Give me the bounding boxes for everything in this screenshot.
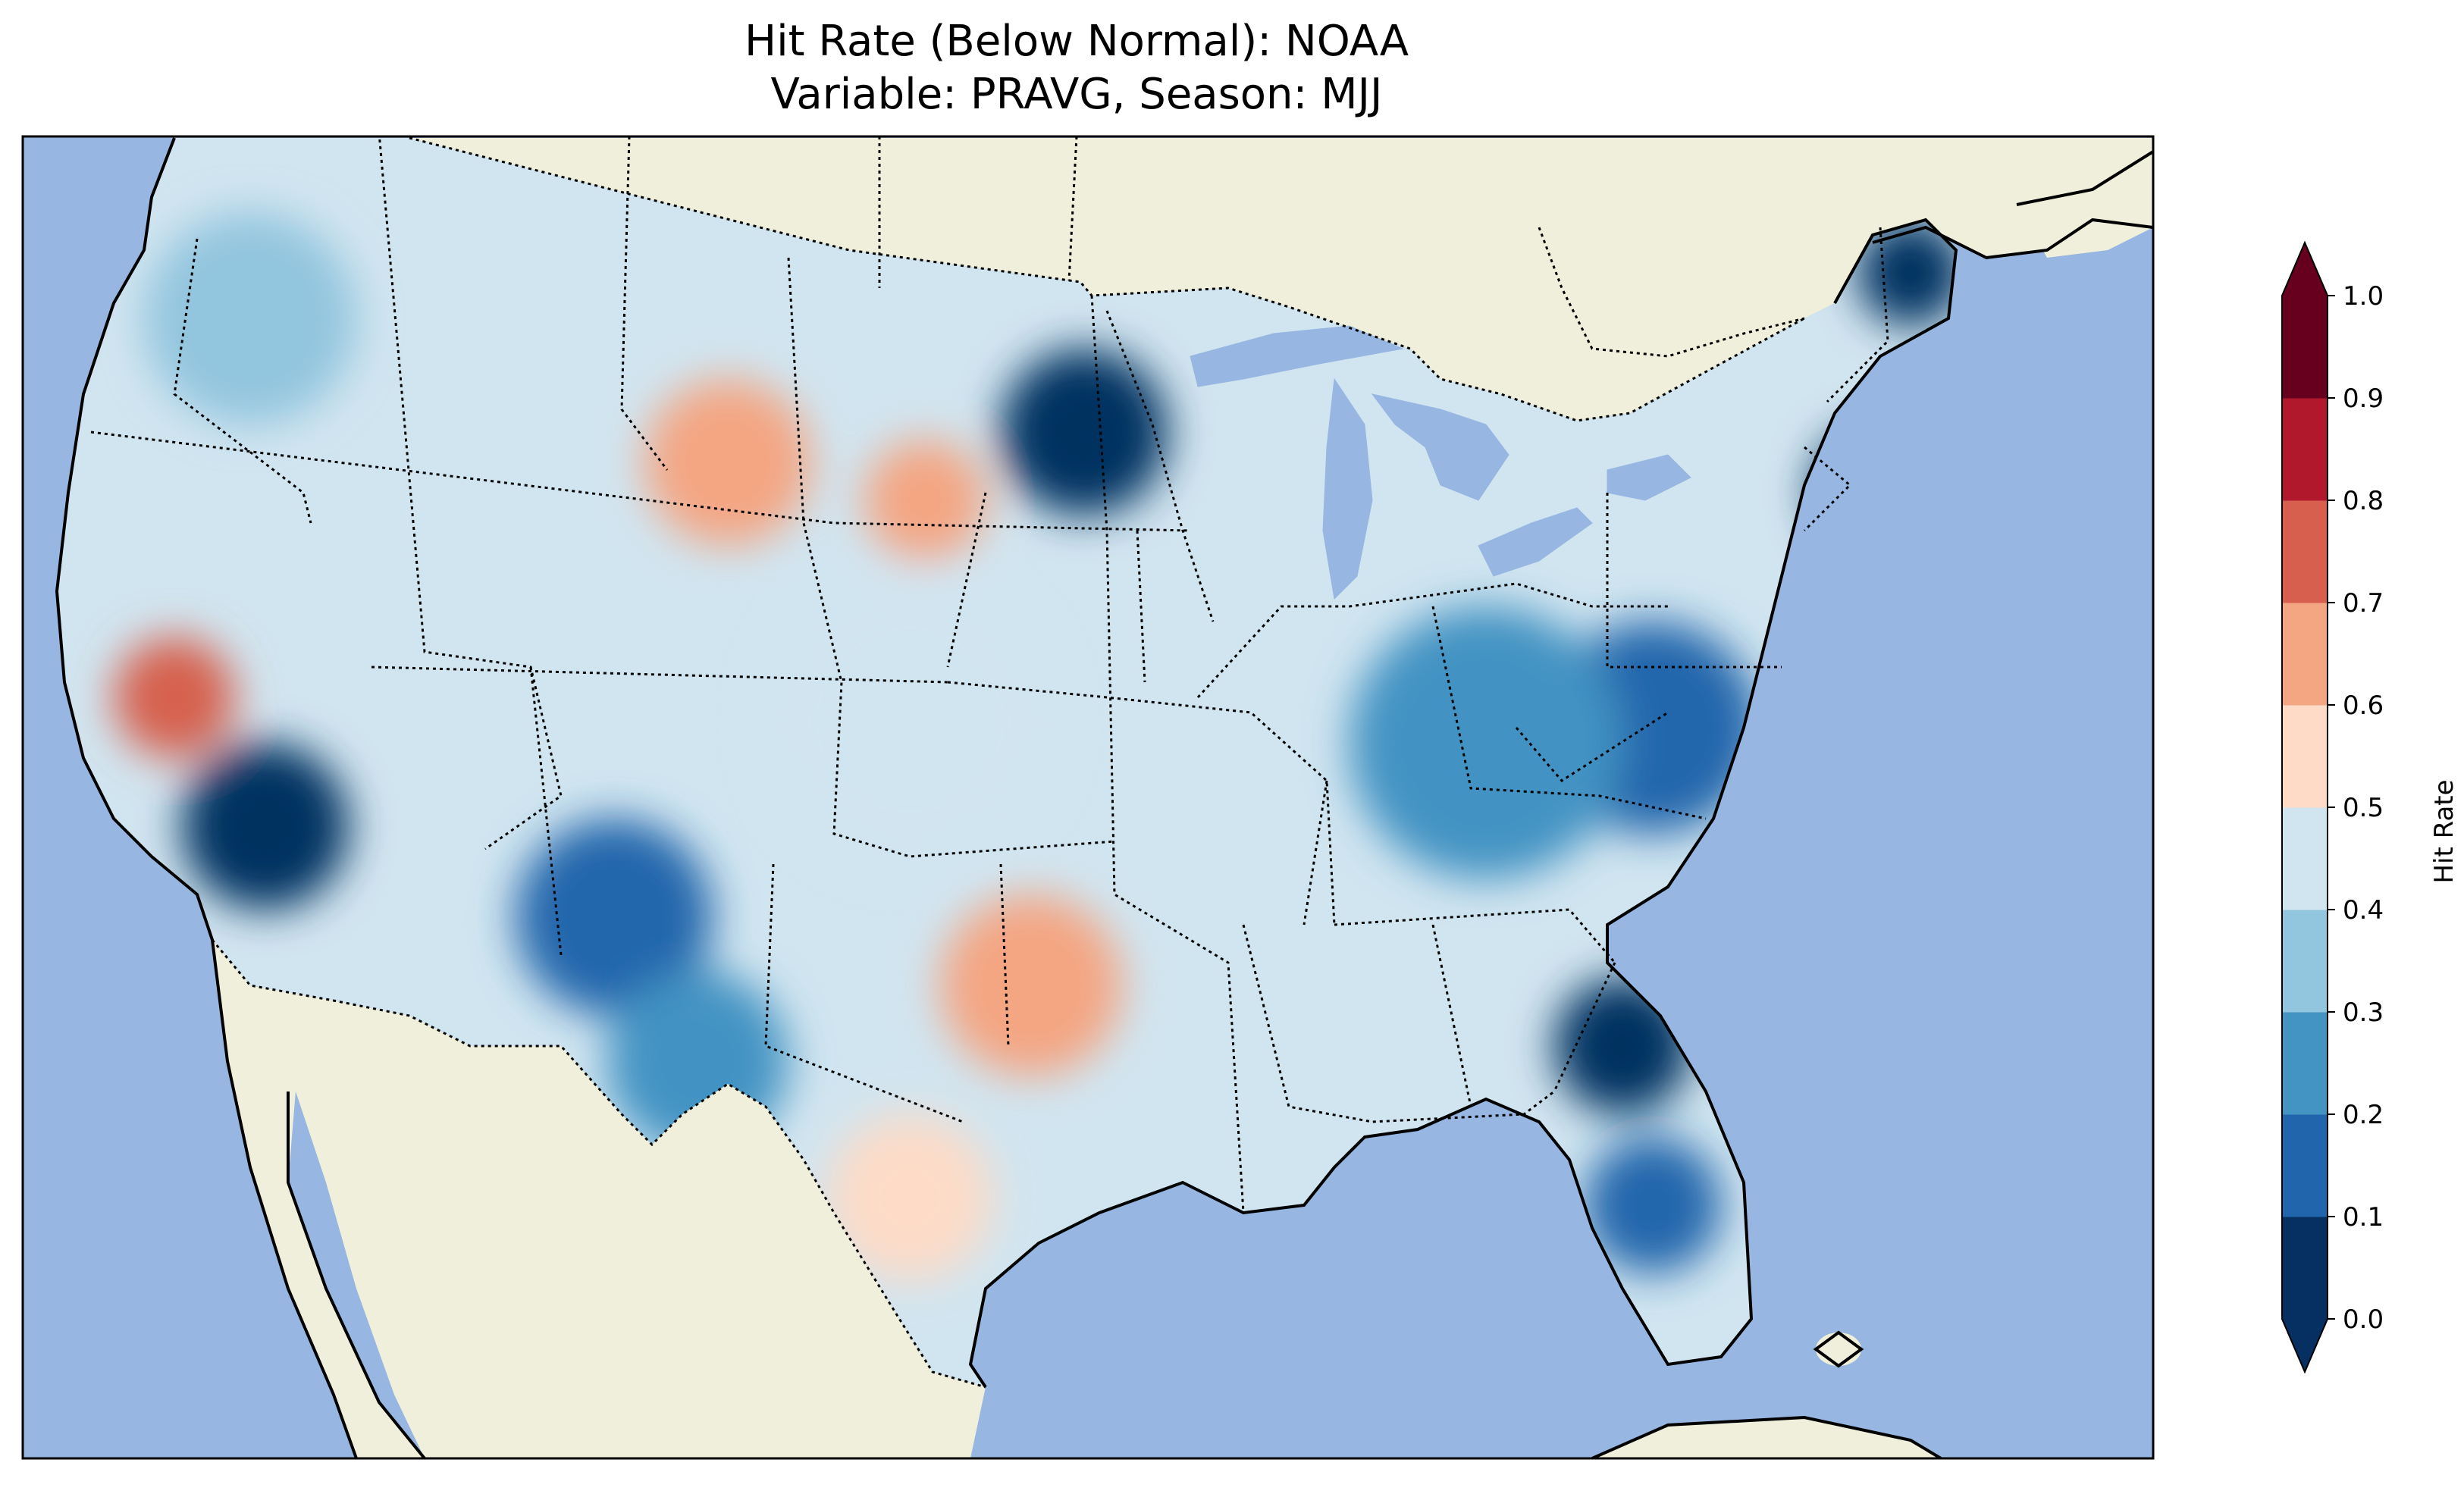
colorbar-tick-label: 0.6 — [2343, 691, 2384, 721]
colorbar-bin-8 — [2282, 398, 2328, 501]
cuba-land — [1592, 1417, 1941, 1458]
colorbar-tick-label: 0.8 — [2343, 486, 2384, 516]
colorbar-bin-9 — [2282, 296, 2328, 399]
colorbar-tick-label: 1.0 — [2343, 281, 2384, 312]
region-15 — [144, 212, 356, 424]
region-14 — [766, 576, 1054, 864]
coastlines — [55, 137, 2153, 1458]
colorbar-bin-7 — [2282, 500, 2328, 603]
region-1 — [1857, 220, 1956, 326]
region-9 — [644, 379, 811, 546]
country-borders — [211, 136, 1805, 1389]
region-12 — [940, 894, 1122, 1076]
colorbar-bin-3 — [2282, 910, 2328, 1013]
colorbar-bin-5 — [2282, 705, 2328, 808]
canada-maritime-land — [2017, 152, 2153, 258]
map-frame — [21, 135, 2155, 1460]
colorbar-tick-label: 0.1 — [2343, 1202, 2384, 1232]
colorbar-extend-bottom — [2282, 1319, 2328, 1372]
region-7 — [516, 819, 713, 1016]
region-13 — [826, 1114, 993, 1281]
map-subtitle: Variable: PRAVG, Season: MJJ — [770, 70, 1383, 119]
colorbar-bin-0 — [2282, 1217, 2328, 1320]
colorbar-tick-label: 0.3 — [2343, 998, 2384, 1028]
colorbar-extend-top — [2282, 243, 2328, 296]
colorbar-tick-label: 0.9 — [2343, 384, 2384, 414]
colorbar-tick-label: 0.4 — [2343, 895, 2384, 926]
colorbar-tick-label: 0.7 — [2343, 588, 2384, 619]
region-2 — [1001, 349, 1168, 515]
region-16 — [1350, 606, 1622, 879]
canada-land — [174, 138, 2153, 421]
colorbar-bin-1 — [2282, 1114, 2328, 1217]
region-10 — [864, 440, 986, 561]
colorbar-tick-label: 0.2 — [2343, 1100, 2384, 1130]
colorbar-bin-2 — [2282, 1012, 2328, 1115]
colorbar-tick-label: 0.0 — [2343, 1305, 2384, 1335]
colorbar-bin-4 — [2282, 807, 2328, 910]
colorbar-bin-6 — [2282, 603, 2328, 706]
region-4 — [182, 743, 349, 910]
region-11 — [114, 637, 235, 758]
great-lakes — [1190, 325, 1691, 600]
colorbar-label: Hit Rate — [2429, 779, 2459, 883]
colorbar-tick-label: 0.5 — [2343, 793, 2384, 823]
map-title: Hit Rate (Below Normal): NOAA — [744, 17, 1409, 66]
region-6 — [1585, 1137, 1721, 1273]
state-borders — [90, 136, 1889, 1214]
mexico-land — [212, 940, 986, 1458]
